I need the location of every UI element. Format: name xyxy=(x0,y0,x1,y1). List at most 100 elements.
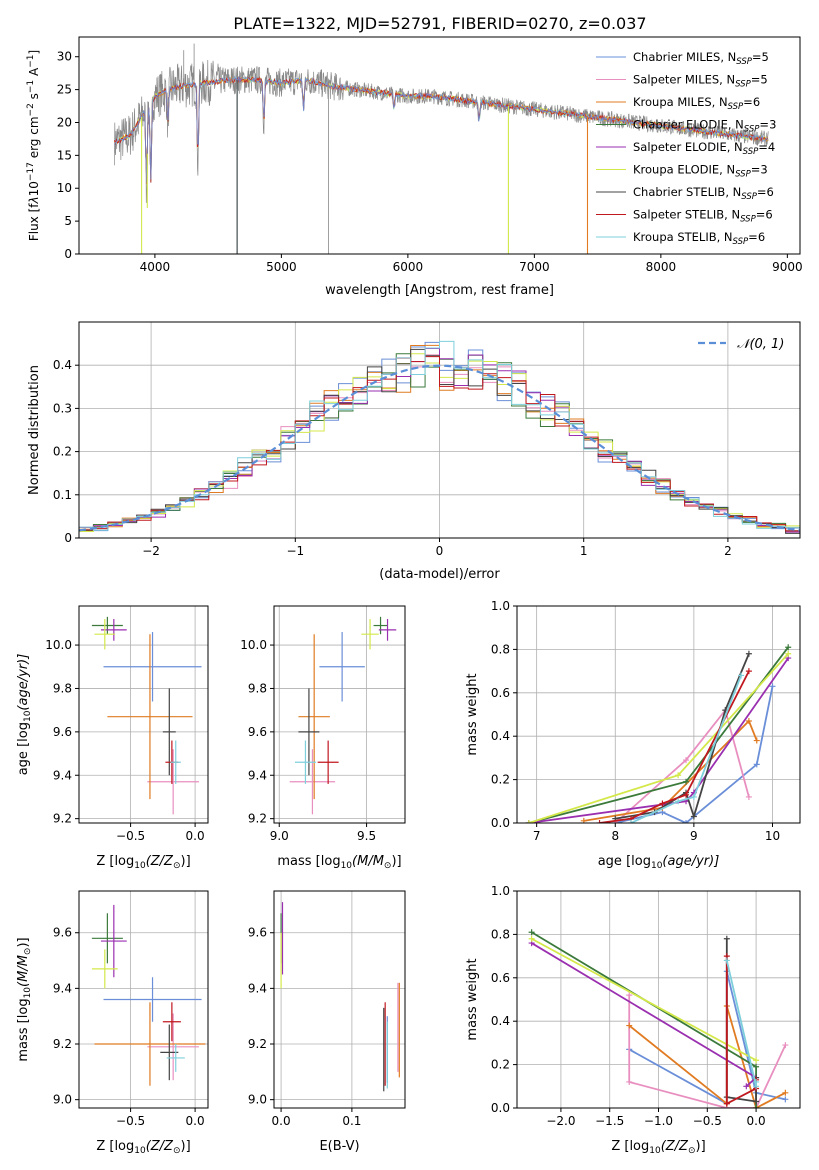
y-tick-label: 1.0 xyxy=(491,599,510,613)
x-tick-label: 7000 xyxy=(519,260,550,274)
label-part: 10 xyxy=(134,861,146,871)
label-part: Flux [f xyxy=(27,203,41,241)
x-axis-label: Z [log10(Z/Z⊙)] xyxy=(96,1139,190,1156)
series-marker xyxy=(690,813,697,820)
y-tick-label: 25 xyxy=(57,83,72,97)
x-tick-label: −1.0 xyxy=(644,1114,673,1128)
x-tick-label: −2 xyxy=(142,544,160,558)
label-part: mass [log xyxy=(16,998,31,1061)
x-tick-label: 8 xyxy=(611,829,619,843)
y-tick-label: 0.8 xyxy=(491,927,510,941)
series-line-3 xyxy=(531,931,757,1108)
x-axis-label: Z [log10(Z/Z⊙)] xyxy=(96,854,190,871)
y-tick-label: 9.4 xyxy=(53,981,72,995)
series-line-1 xyxy=(614,708,750,823)
label-part: = xyxy=(757,185,767,199)
spectrum-frame xyxy=(78,36,801,255)
label-part: = xyxy=(743,95,753,109)
y-tick-label: 9.6 xyxy=(53,926,72,940)
series-marker xyxy=(528,935,535,942)
x-axis-label: wavelength [Angstrom, rest frame] xyxy=(325,283,554,298)
x-tick-label: 1 xyxy=(580,544,588,558)
y-tick-label: 0.0 xyxy=(491,1101,510,1115)
label-part: ⊙ xyxy=(173,861,181,871)
label-part: )] xyxy=(181,1139,191,1154)
label-part: A xyxy=(27,67,41,80)
y-tick-label: 9.2 xyxy=(53,812,72,826)
mass_weight_vs_Z-axes: −2.0 −1.5 −1.0 −0.5 0.0 0.0 0.2 0.4 0.6 0.8 1.0 Z [… xyxy=(465,884,801,1156)
x-axis-label: (data-model)/error xyxy=(379,567,500,582)
label-part: 3 xyxy=(769,118,776,132)
label-part: 10 xyxy=(27,181,41,196)
series-line-4 xyxy=(528,657,789,823)
legend-entry: Chabrier ELODIE, NSSP=3 xyxy=(633,118,776,135)
x-tick-label: −1.5 xyxy=(595,1114,624,1128)
x-tick-label: 9 xyxy=(690,829,698,843)
label-part: erg cm xyxy=(27,116,41,162)
label-part: SSP xyxy=(735,80,751,90)
y-axis-label: Normed distribution xyxy=(27,365,42,495)
series-marker xyxy=(690,793,697,800)
label-part: SSP xyxy=(733,237,749,247)
y-tick-label: 1.0 xyxy=(491,884,510,898)
label-part: ⊙ xyxy=(384,861,392,871)
x-tick-label: 9000 xyxy=(772,260,803,274)
label-part: SSP xyxy=(741,192,757,202)
y-tick-label: 0 xyxy=(64,247,72,261)
label-part: )] xyxy=(391,854,401,869)
label-part: 10 xyxy=(134,1146,146,1156)
series-marker xyxy=(753,1098,760,1105)
series-marker xyxy=(785,644,792,651)
legend-entry: Salpeter STELIB, NSSP=6 xyxy=(633,208,773,225)
mass_vs_Z-plot xyxy=(91,904,206,1086)
y-tick-label: 9.6 xyxy=(248,725,267,739)
y-tick-label: 9.0 xyxy=(248,1093,267,1107)
label-part: )] xyxy=(181,854,191,869)
x-tick-label: 0.1 xyxy=(342,1114,361,1128)
y-tick-label: 0.4 xyxy=(491,1014,510,1028)
y-tick-label: 9.4 xyxy=(53,768,72,782)
label-part: −1 xyxy=(26,55,36,68)
x-tick-label: 9.5 xyxy=(357,829,376,843)
y-tick-label: 9.0 xyxy=(53,1093,72,1107)
age_vs_Z-plot xyxy=(91,616,202,815)
label-part: SSP xyxy=(740,215,756,225)
series-marker xyxy=(738,672,745,679)
legend-entry: Salpeter ELODIE, NSSP=4 xyxy=(633,140,775,157)
x-tick-label: 2 xyxy=(724,544,732,558)
label-part: 10 xyxy=(341,861,353,871)
mass_vs_Z-axes: −0.5 0.09.09.29.49.6Z [log10(Z/Z⊙)]mass [… xyxy=(16,890,209,1156)
label-part: 10 xyxy=(649,1146,661,1156)
series-marker xyxy=(782,1096,789,1103)
y-tick-label: 9.4 xyxy=(248,981,267,995)
series-marker xyxy=(683,820,690,823)
y-tick-label: 9.2 xyxy=(53,1037,72,1051)
y-axis-label: Flux [fλ10−17 erg cm−2 s−1 A−1] xyxy=(26,50,41,241)
legend-entry: Chabrier MILES, NSSP=5 xyxy=(633,50,769,67)
series-marker xyxy=(753,737,760,744)
spectrum-axes: 4000 5000 6000 7000 8000 9000 0 5 10 15 20 25 30 wave… xyxy=(26,36,803,298)
spectrum-plot xyxy=(113,43,769,254)
model-spectrum-0 xyxy=(114,75,769,183)
label-part: = xyxy=(751,163,761,177)
label-part: (Z/Z xyxy=(661,1139,689,1154)
label-part: SSP xyxy=(743,147,759,157)
y-axis-label: mass weight xyxy=(465,673,480,755)
label-part: SSP xyxy=(728,102,744,112)
histogram-8 xyxy=(79,340,800,538)
label-part: Salpeter MILES, N xyxy=(633,73,735,87)
label-part: SSP xyxy=(736,57,752,67)
y-tick-label: 15 xyxy=(57,148,72,162)
age_vs_mass-frame xyxy=(273,605,406,824)
label-part: 10 xyxy=(23,987,33,999)
residuals-axes: −2 −1 0 1 2 0 0.1 0.2 0.3 0.4 (data-model)/error No… xyxy=(27,321,801,582)
series-marker xyxy=(596,820,603,823)
label-part: (M/M xyxy=(16,955,31,987)
label-part: Kroupa STELIB, N xyxy=(633,230,733,244)
label-part: = xyxy=(748,230,758,244)
y-tick-label: 0.2 xyxy=(491,773,510,787)
label-part: )] xyxy=(696,1139,706,1154)
series-marker xyxy=(753,1057,760,1064)
